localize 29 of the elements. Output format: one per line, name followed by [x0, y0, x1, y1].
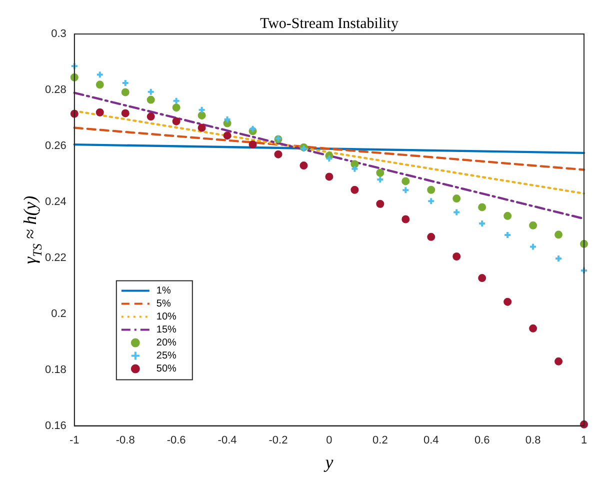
x-tick-label: 0.6 — [474, 434, 490, 446]
y-tick-label: 0.22 — [44, 252, 66, 264]
x-axis-title: y — [323, 452, 334, 472]
x-tick-label: -0.8 — [116, 434, 135, 446]
x-tick-label: 0.4 — [423, 434, 439, 446]
legend-label: 20% — [156, 338, 177, 349]
y-tick-label: 0.28 — [44, 84, 66, 96]
x-tick-label: 0.2 — [372, 434, 388, 446]
legend-label: 1% — [156, 286, 171, 297]
y-tick-label: 0.26 — [44, 140, 66, 152]
x-tick-label: -0.6 — [166, 434, 186, 446]
chart-title: Two-Stream Instability — [260, 16, 399, 32]
legend-label: 50% — [156, 364, 177, 375]
y-tick-label: 0.3 — [51, 28, 66, 40]
legend-label: 25% — [156, 350, 177, 362]
x-tick-label: 0 — [326, 434, 332, 446]
y-axis-title: γTS ≈ h(y) — [20, 196, 44, 264]
x-tick-label: -1 — [70, 434, 80, 446]
legend-label: 15% — [156, 324, 177, 336]
x-tick-label: 0.8 — [525, 434, 541, 446]
x-tick-label: 1 — [580, 434, 588, 446]
y-tick-label: 0.18 — [44, 364, 66, 376]
x-tick-label: -0.2 — [268, 434, 288, 446]
legend-label: 10% — [156, 312, 177, 323]
x-tick-label: -0.4 — [218, 434, 237, 446]
y-tick-label: 0.24 — [44, 196, 66, 208]
y-tick-label: 0.2 — [51, 308, 66, 320]
legend-label: 5% — [156, 298, 171, 310]
y-tick-label: 0.16 — [44, 420, 66, 432]
